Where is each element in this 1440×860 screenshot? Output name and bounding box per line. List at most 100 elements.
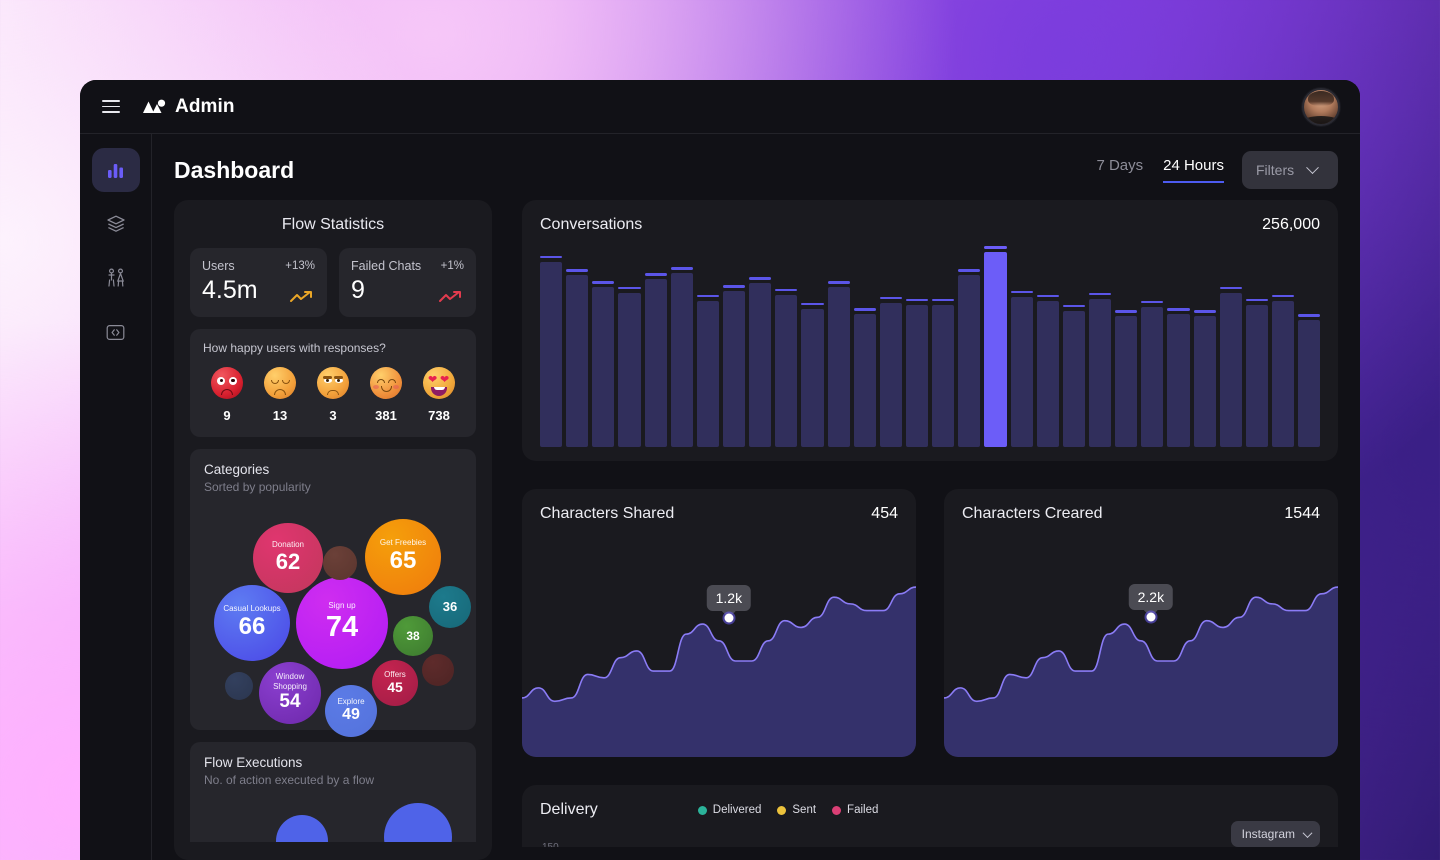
tab-24-hours[interactable]: 24 Hours (1163, 157, 1224, 183)
category-bubble[interactable]: Casual Lookups 66 (214, 584, 290, 661)
sidebar (80, 134, 152, 860)
emoji-rating-smiling[interactable]: 381 (364, 366, 408, 423)
conversations-bar[interactable] (592, 281, 615, 447)
conversations-bar[interactable] (1193, 310, 1216, 447)
bar-cap (1193, 310, 1216, 313)
characters-created-card: Characters Creared 1544 2.2k (944, 489, 1338, 757)
people-icon (107, 268, 124, 287)
conversations-bar[interactable] (1167, 308, 1190, 447)
conversations-bar[interactable] (618, 286, 641, 447)
app-window: Admin (80, 80, 1360, 860)
category-bubble[interactable]: Offers 45 (372, 659, 418, 706)
conversations-bar[interactable] (775, 288, 798, 447)
characters-shared-card: Characters Shared 454 1.2k (522, 489, 916, 757)
conversations-bar[interactable] (1298, 314, 1321, 447)
category-bubble[interactable]: Donation 62 (253, 522, 323, 593)
emoji-rating-heart-eyes[interactable]: ❤ ❤ 738 (417, 366, 461, 423)
bar-cap (775, 288, 798, 292)
bubble-label: Sign up (328, 601, 356, 611)
unamused-emoji-icon (317, 366, 349, 399)
conversations-bar[interactable] (644, 273, 667, 447)
legend-item[interactable]: Sent (777, 804, 816, 816)
category-bubble-minor[interactable]: 38 (393, 615, 433, 656)
sidebar-item-layers[interactable] (92, 202, 140, 246)
conversations-bar[interactable] (696, 294, 719, 447)
categories-subtitle: Sorted by popularity (204, 479, 311, 494)
bar-cap (932, 298, 955, 302)
emoji-rating-unamused[interactable]: 3 (311, 366, 355, 423)
categories-bubble-chart: Donation 62 Get Freebies 65 Sign up 74 Casual … (198, 500, 484, 737)
kpi-users-label: Users (202, 259, 235, 273)
bubble-label: Window Shopping (273, 672, 307, 691)
kpi-users-delta: +13% (285, 260, 315, 272)
bar-cap (1219, 286, 1242, 290)
bubble-label: Offers (384, 669, 406, 679)
category-bubble[interactable]: Get Freebies 65 (365, 518, 441, 595)
dashboard-grid: Flow Statistics Users +13% 4.5m (174, 200, 1338, 860)
legend-swatch (832, 805, 842, 815)
category-bubble[interactable]: Sign up 74 (296, 576, 388, 669)
filters-label: Filters (1256, 162, 1295, 178)
conversations-bar[interactable] (566, 269, 589, 447)
sidebar-item-analytics[interactable] (91, 148, 140, 192)
bar-cap (853, 308, 876, 311)
bubble-label: Explore (337, 696, 365, 706)
conversations-bar[interactable] (1245, 298, 1268, 447)
bar-cap (540, 255, 563, 259)
emoji-rating-angry[interactable]: 9 (205, 366, 249, 423)
conversations-bar[interactable] (670, 267, 693, 447)
user-avatar[interactable] (1302, 87, 1340, 126)
legend-item[interactable]: Delivered (697, 804, 761, 816)
conversations-bar[interactable] (1141, 300, 1164, 447)
emoji-rating-sad[interactable]: 13 (258, 366, 302, 423)
legend-item[interactable]: Failed (832, 804, 878, 816)
hamburger-menu-icon[interactable] (102, 100, 120, 113)
category-bubble-minor[interactable] (422, 653, 454, 686)
conversations-bar[interactable] (801, 302, 824, 447)
time-range-tabs: 7 Days 24 Hours (1096, 157, 1224, 183)
bar-cap (1271, 294, 1295, 298)
flow-statistics-title: Flow Statistics (281, 216, 385, 233)
right-column: Conversations 256,000 Characters Shared … (522, 200, 1338, 860)
bar-cap (1115, 310, 1138, 313)
conversations-bar[interactable] (749, 277, 772, 447)
category-bubble[interactable]: Explore 49 (325, 684, 377, 737)
conversations-bar[interactable] (1010, 290, 1033, 447)
conversations-bar[interactable] (1088, 292, 1112, 447)
conversations-bar[interactable] (853, 308, 876, 447)
sidebar-item-audience[interactable] (92, 256, 140, 300)
conversations-bar[interactable] (1036, 294, 1059, 447)
kpi-users[interactable]: Users +13% 4.5m (190, 248, 327, 317)
tab-7-days[interactable]: 7 Days (1096, 157, 1144, 174)
category-bubble[interactable]: Window Shopping 54 (259, 661, 321, 724)
conversations-bar[interactable] (958, 269, 981, 447)
flow-executions-title: Flow Executions (204, 754, 303, 770)
conversations-bar[interactable] (932, 298, 955, 447)
conversations-bar[interactable] (540, 255, 563, 447)
channel-dropdown[interactable]: Instagram (1230, 821, 1320, 847)
conversations-bar-chart (540, 246, 1321, 447)
conversations-bar[interactable] (1219, 286, 1242, 447)
flow-bubble (276, 814, 328, 842)
conversations-bar[interactable] (1115, 310, 1138, 447)
category-bubble-minor[interactable] (225, 671, 253, 700)
layers-icon (106, 215, 125, 232)
kpi-failed-chats[interactable]: Failed Chats +1% 9 (339, 248, 476, 317)
filters-dropdown[interactable]: Filters (1242, 151, 1338, 189)
conversations-bar[interactable] (1271, 294, 1295, 447)
conversations-bar[interactable] (905, 298, 929, 447)
sidebar-item-developers[interactable] (92, 310, 140, 354)
flow-executions-bubbles (204, 797, 462, 842)
bar-cap (984, 246, 1007, 249)
conversations-bar[interactable] (879, 296, 902, 447)
conversations-bar[interactable] (1062, 304, 1085, 447)
main-content: Dashboard 7 Days 24 Hours Filters (152, 134, 1360, 860)
category-bubble-minor[interactable]: 36 (429, 585, 471, 628)
conversations-bar[interactable] (722, 285, 746, 447)
bubble-value: 65 (389, 547, 417, 575)
bubble-value: 62 (275, 549, 301, 575)
conversations-bar[interactable] (827, 281, 850, 447)
category-bubble-minor[interactable] (323, 545, 357, 580)
conversations-bar[interactable] (984, 246, 1007, 447)
chevron-down-icon (1302, 827, 1313, 838)
